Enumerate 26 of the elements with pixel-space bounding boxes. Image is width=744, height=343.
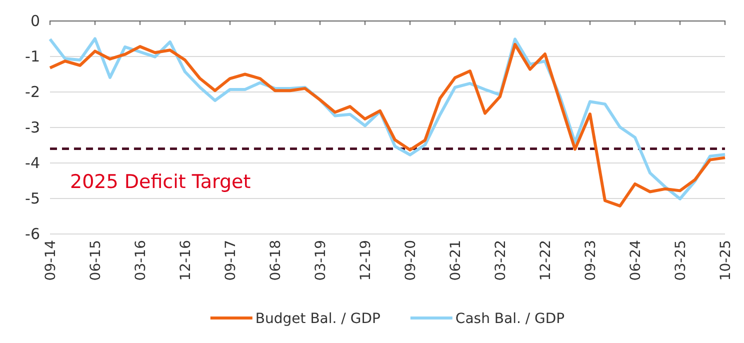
y-tick-label: -4 bbox=[25, 154, 40, 172]
y-tick-label: -5 bbox=[25, 189, 40, 208]
x-tick-label: 03-25 bbox=[673, 240, 689, 281]
y-tick-label: 0 bbox=[30, 12, 40, 30]
legend-label: Cash Bal. / GDP bbox=[455, 311, 565, 327]
x-tick-label: 09-23 bbox=[583, 240, 599, 281]
x-tick-label: 06-21 bbox=[448, 240, 464, 281]
x-tick-label: 09-17 bbox=[223, 240, 239, 281]
y-tick-label: -3 bbox=[25, 118, 40, 136]
x-tick-label: 06-18 bbox=[268, 240, 284, 281]
y-tick-label: -2 bbox=[25, 82, 40, 101]
legend-label: Budget Bal. / GDP bbox=[255, 311, 380, 327]
x-tick-label: 06-24 bbox=[628, 240, 644, 281]
x-tick-label: 03-22 bbox=[493, 240, 509, 281]
x-tick-label: 06-15 bbox=[88, 240, 104, 281]
x-tick-label: 12-22 bbox=[538, 240, 554, 281]
y-tick-label: -6 bbox=[25, 224, 40, 243]
x-tick-label: 03-16 bbox=[133, 240, 149, 281]
x-tick-label: 09-14 bbox=[43, 240, 59, 281]
x-tick-label: 12-16 bbox=[178, 240, 194, 281]
y-tick-label: -1 bbox=[25, 47, 40, 66]
x-tick-label: 09-20 bbox=[403, 240, 419, 281]
ref-line-label: 2025 Deficit Target bbox=[70, 170, 251, 193]
x-tick-label: 10-25 bbox=[718, 240, 734, 281]
x-tick-label: 12-19 bbox=[358, 240, 374, 281]
x-tick-label: 03-19 bbox=[313, 240, 329, 281]
